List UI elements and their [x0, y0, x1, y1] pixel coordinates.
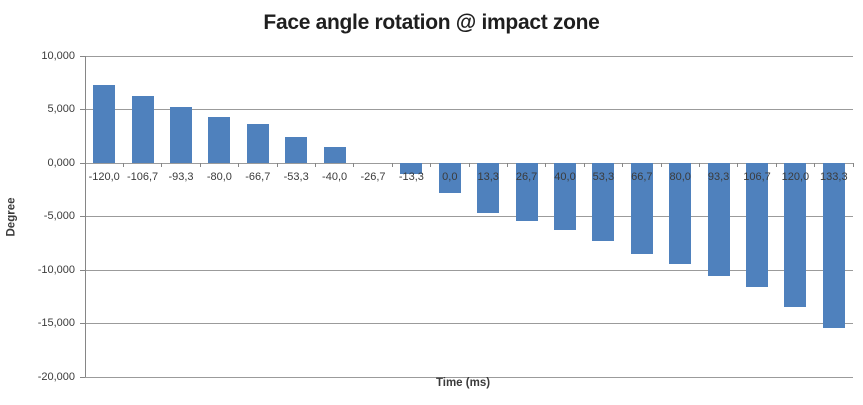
chart-title: Face angle rotation @ impact zone: [263, 11, 600, 34]
category-axis-tick: [314, 163, 316, 167]
category-axis-tick: [430, 163, 432, 167]
bar: [630, 163, 653, 254]
y-axis-tick: [80, 269, 85, 271]
category-axis-tick: [775, 163, 777, 167]
y-gridline: [85, 216, 853, 217]
y-tick-label: 5,000: [47, 103, 75, 115]
bar: [515, 163, 538, 221]
category-axis-tick: [391, 163, 393, 167]
category-axis-tick: [84, 163, 86, 167]
y-tick-label: -20,000: [37, 370, 75, 383]
x-tick-label: 106,7: [743, 171, 771, 183]
y-tick-label: 10,000: [41, 49, 75, 62]
y-tick-label: -5,000: [43, 210, 75, 222]
x-tick-label: -106,7: [126, 171, 159, 183]
x-tick-label: 93,3: [707, 171, 730, 183]
x-tick-label: 53,3: [592, 171, 615, 183]
category-axis-tick: [583, 163, 585, 167]
category-axis-tick: [353, 163, 355, 167]
x-tick-label: -66,7: [245, 171, 271, 183]
bar: [746, 163, 768, 288]
y-gridline: [85, 109, 853, 110]
y-axis-tick: [80, 162, 85, 164]
y-axis-line: [85, 56, 86, 377]
y-tick-label: -10,000: [37, 263, 75, 276]
category-axis-tick: [660, 163, 662, 167]
category-axis-tick: [276, 163, 278, 167]
y-axis-tick: [80, 55, 85, 57]
bar: [93, 84, 116, 163]
y-tick-label: -15,000: [37, 317, 75, 329]
y-axis-tick: [80, 323, 85, 324]
x-tick-label: 120,0: [781, 171, 810, 183]
y-tick-label: 0,000: [47, 156, 75, 169]
y-axis-tick: [80, 376, 85, 378]
bar: [554, 163, 576, 231]
bar: [400, 163, 423, 174]
x-tick-label: -40,0: [322, 171, 348, 183]
x-axis-title: Time (ms): [435, 377, 491, 389]
category-axis-tick: [814, 163, 816, 167]
bar: [477, 163, 500, 214]
bar: [669, 163, 692, 264]
y-axis-tick: [80, 109, 85, 110]
y-axis-title: Degree: [5, 197, 18, 237]
bar: [285, 137, 308, 163]
bar: [246, 124, 269, 163]
category-axis-tick: [545, 163, 547, 167]
y-axis-tick: [80, 216, 85, 217]
y-gridline: [85, 323, 853, 324]
bar: [131, 95, 154, 163]
x-tick-label: -80,0: [206, 171, 232, 183]
x-tick-label: 133,3: [820, 171, 848, 183]
category-axis-tick: [199, 163, 201, 167]
category-axis-tick: [468, 163, 470, 167]
bar: [784, 163, 807, 308]
category-axis-tick: [698, 163, 700, 167]
x-tick-label: 80,0: [669, 171, 691, 183]
x-tick-label: -13,3: [398, 171, 424, 183]
bar: [592, 163, 615, 242]
x-tick-label: 13,3: [477, 171, 499, 183]
x-tick-label: 26,7: [515, 171, 538, 183]
category-axis-tick: [852, 163, 854, 167]
y-gridline: [85, 376, 853, 378]
category-axis-tick: [737, 163, 739, 167]
bar: [170, 107, 192, 163]
bar: [323, 146, 346, 163]
y-gridline: [85, 269, 853, 271]
bar: [707, 163, 730, 277]
x-tick-label: -53,3: [283, 171, 309, 183]
x-tick-label: 0,0: [442, 171, 458, 183]
x-tick-label: 66,7: [631, 171, 653, 183]
x-tick-label: 40,0: [554, 171, 576, 183]
category-axis-tick: [161, 163, 163, 167]
category-axis-tick: [238, 163, 240, 167]
category-axis-tick: [506, 163, 508, 167]
x-tick-label: -26,7: [360, 171, 386, 183]
bar: [208, 116, 231, 163]
y-gridline: [85, 55, 853, 57]
x-tick-label: -93,3: [168, 171, 194, 183]
bar: [822, 163, 845, 328]
category-axis-tick: [622, 163, 624, 167]
category-axis-tick: [122, 163, 124, 167]
bar: [438, 163, 461, 193]
x-tick-label: -120,0: [88, 171, 120, 183]
